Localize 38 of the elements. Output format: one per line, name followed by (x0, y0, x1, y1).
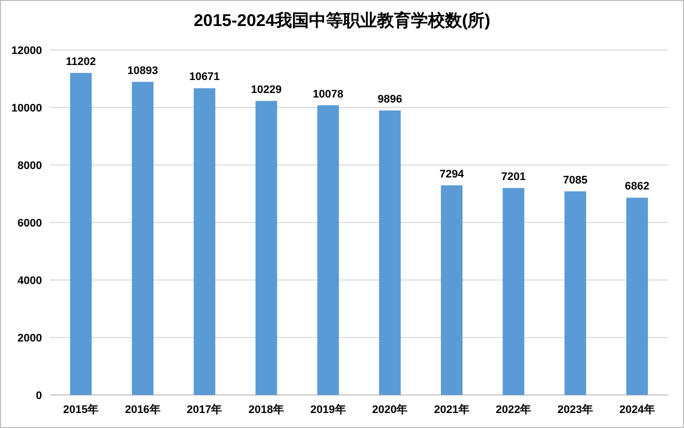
bar (564, 191, 586, 395)
bar (440, 185, 463, 395)
y-tick-label: 8000 (18, 160, 42, 172)
data-label: 11202 (66, 56, 96, 68)
bar (317, 105, 339, 395)
chart-title: 2015-2024我国中等职业教育学校数(所) (194, 10, 490, 30)
bar (194, 88, 216, 395)
x-tick-label: 2024年 (619, 403, 655, 416)
y-tick-label: 4000 (18, 275, 42, 287)
data-label: 7294 (439, 168, 465, 180)
data-label: 10229 (251, 84, 282, 96)
y-tick-label: 0 (36, 390, 42, 402)
x-tick-label: 2023年 (558, 403, 594, 416)
bar (379, 110, 401, 395)
data-label: 9896 (378, 93, 402, 106)
x-tick-label: 2015年 (63, 403, 99, 416)
bar (132, 82, 154, 395)
x-tick-label: 2021年 (434, 403, 470, 416)
y-tick-label: 2000 (18, 332, 42, 344)
data-label: 10893 (127, 64, 158, 77)
y-tick-label: 10000 (11, 102, 42, 114)
data-label: 6862 (624, 180, 650, 193)
y-tick-label: 6000 (18, 218, 42, 230)
bar (502, 188, 524, 395)
bar (626, 198, 648, 395)
data-label: 7085 (563, 174, 588, 186)
x-tick-label: 2018年 (248, 403, 284, 416)
x-tick-label: 2022年 (496, 403, 532, 416)
x-tick-label: 2017年 (186, 403, 222, 416)
data-label: 10671 (189, 71, 220, 84)
y-tick-label: 12000 (11, 45, 42, 57)
x-tick-label: 2020年 (372, 403, 408, 416)
data-label: 10078 (312, 88, 344, 100)
bar (70, 72, 92, 395)
x-tick-label: 2016年 (124, 403, 160, 416)
data-label: 7201 (501, 170, 526, 183)
bar (255, 100, 278, 395)
x-tick-label: 2019年 (310, 403, 346, 416)
